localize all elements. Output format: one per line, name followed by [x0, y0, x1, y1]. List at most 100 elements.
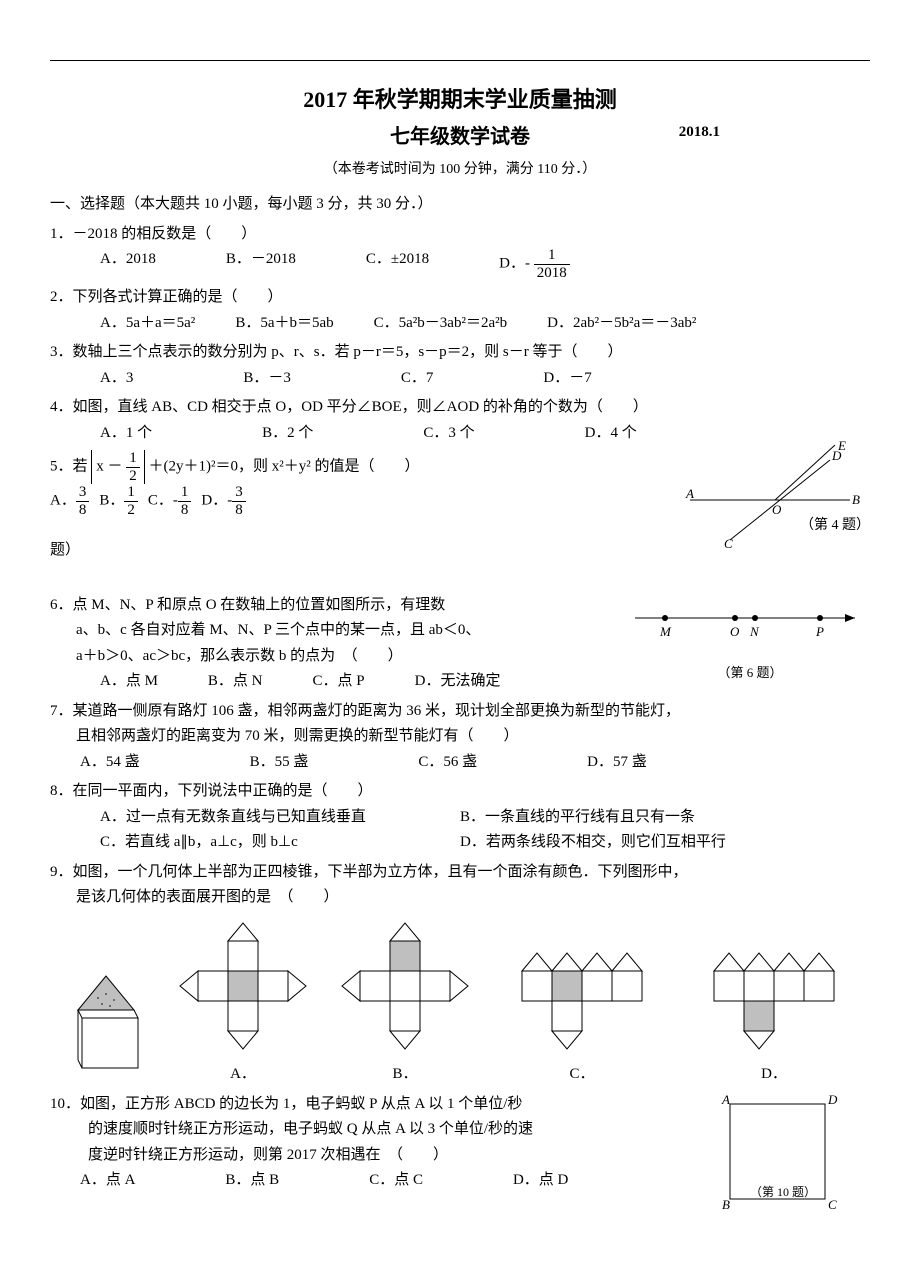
q4-stem: 4．如图，直线 AB、CD 相交于点 O，OD 平分∠BOE，则∠AOD 的补角…	[50, 395, 870, 421]
q8-opt-c: C．若直线 a∥b，a⊥c，则 b⊥c	[100, 830, 410, 856]
q9-net-c: C．	[502, 931, 662, 1088]
q3-opt-b: B．－3	[243, 366, 291, 392]
q5-opt-a: A．38	[50, 484, 89, 518]
q6-opt-a: A．点 M	[100, 669, 158, 695]
question-7: 7．某道路一侧原有路灯 106 盏，相邻两盏灯的距离为 36 米，现计划全部更换…	[50, 699, 870, 776]
q3-options: A．3 B．－3 C．7 D．－7	[50, 366, 870, 392]
question-8: 8．在同一平面内，下列说法中正确的是（ ） A．过一点有无数条直线与已知直线垂直…	[50, 779, 870, 856]
q4-opt-d: D．4 个	[585, 421, 637, 447]
q7-l1: 7．某道路一侧原有路灯 106 盏，相邻两盏灯的距离为 36 米，现计划全部更换…	[50, 699, 870, 725]
q6-lbl-P: P	[815, 624, 824, 639]
q4-lbl-O: O	[772, 502, 782, 517]
q5-frac1: 1 2	[126, 450, 140, 484]
q5C-n: 1	[178, 484, 192, 502]
q9-figures-row: A． B． C．	[50, 921, 870, 1088]
q1-stem: 1．－2018 的相反数是（ ）	[50, 222, 870, 248]
q9-label-c: C．	[502, 1062, 662, 1088]
q6-lbl-M: M	[659, 624, 672, 639]
q10-caption: （第 10 题）	[750, 1185, 816, 1199]
q4-lbl-A: A	[685, 486, 694, 501]
figure-q6: M O N P （第 6 题）	[630, 598, 870, 685]
q1-d-fraction: 1 2018	[534, 247, 570, 281]
q8-stem: 8．在同一平面内，下列说法中正确的是（ ）	[50, 779, 870, 805]
top-rule	[50, 60, 870, 61]
q6-opt-b: B．点 N	[208, 669, 263, 695]
q5-f1-n: 1	[126, 450, 140, 468]
q10-lbl-C: C	[828, 1197, 837, 1212]
q10-opt-b: B．点 B	[225, 1168, 279, 1194]
question-5: 5．若 x － 1 2 ＋(2y＋1)²＝0，则 x²＋y² 的值是（ ） A．…	[50, 450, 870, 530]
q5D-n: 3	[232, 484, 246, 502]
q4-opt-c: C．3 个	[423, 421, 474, 447]
q10-lbl-D: D	[827, 1092, 838, 1107]
question-3: 3．数轴上三个点表示的数分别为 p、r、s．若 p－r＝5，s－p＝2，则 s－…	[50, 340, 870, 391]
q5-opt-d: D．-38	[201, 484, 245, 518]
q8-opt-a: A．过一点有无数条直线与已知直线垂直	[100, 805, 410, 831]
q3-opt-c: C．7	[401, 366, 434, 392]
q7-l2: 且相邻两盏灯的距离变为 70 米，则需更换的新型节能灯有（ ）	[50, 724, 870, 750]
q9-net-d: D．	[694, 931, 854, 1088]
q5-mid: ＋(2y＋1)²＝0，则 x²＋y² 的值是（ ）	[149, 459, 420, 475]
q6-lbl-N: N	[749, 624, 760, 639]
q5C-d: 8	[178, 502, 192, 519]
q5A-d: 8	[76, 502, 90, 519]
q4-svg: A B C D E O	[680, 440, 870, 550]
q7-opt-a: A．54 盏	[80, 750, 140, 776]
q5A-n: 3	[76, 484, 90, 502]
q6-opt-c: C．点 P	[313, 669, 365, 695]
q1-d-den: 2018	[534, 265, 570, 282]
q9-label-d: D．	[694, 1062, 854, 1088]
q5-f1-d: 2	[126, 468, 140, 485]
exam-date: 2018.1	[679, 120, 720, 146]
q7-opt-b: B．55 盏	[250, 750, 309, 776]
q1-d-num: 1	[534, 247, 570, 265]
q2-options: A．5a＋a＝5a² B．5a＋b＝5ab C．5a²b－3ab²＝2a²b D…	[50, 311, 870, 337]
q8-opt-b: B．一条直线的平行线有且只有一条	[460, 805, 695, 831]
q8-options: A．过一点有无数条直线与已知直线垂直 B．一条直线的平行线有且只有一条 C．若直…	[50, 805, 870, 856]
q6-svg: M O N P	[630, 598, 870, 653]
q5D-d: 8	[232, 502, 246, 519]
q2-stem: 2．下列各式计算正确的是（ ）	[50, 285, 870, 311]
q3-stem: 3．数轴上三个点表示的数分别为 p、r、s．若 p－r＝5，s－p＝2，则 s－…	[50, 340, 870, 366]
question-6: 6．点 M、N、P 和原点 O 在数轴上的位置如图所示，有理数 a、b、c 各自…	[50, 593, 870, 695]
q7-options: A．54 盏 B．55 盏 C．56 盏 D．57 盏	[50, 750, 870, 776]
q5-abs: x － 1 2	[91, 450, 145, 484]
section-1-heading: 一、选择题（本大题共 10 小题，每小题 3 分，共 30 分．）	[50, 192, 870, 218]
q1-opt-d: D．- 1 2018	[499, 247, 570, 281]
q5-opt-b: B．12	[99, 484, 138, 518]
question-10: 10．如图，正方形 ABCD 的边长为 1，电子蚂蚁 P 从点 A 以 1 个单…	[50, 1092, 870, 1202]
q1-d-prefix: D．	[499, 256, 525, 272]
question-1: 1．－2018 的相反数是（ ） A．2018 B．－2018 C．±2018 …	[50, 222, 870, 282]
q10-svg: A D B C （第 10 题）	[710, 1092, 850, 1212]
q9-label-b: B．	[340, 1062, 470, 1088]
q10-lbl-A: A	[721, 1092, 730, 1107]
q9-solid	[66, 968, 146, 1088]
q1-opt-c: C．±2018	[366, 247, 429, 281]
question-9: 9．如图，一个几何体上半部为正四棱锥，下半部为立方体，且有一个面涂有颜色．下列图…	[50, 860, 870, 911]
q8-opt-d: D．若两条线段不相交，则它们互相平行	[460, 830, 726, 856]
q4-lbl-E: E	[837, 440, 846, 453]
q6-lbl-O: O	[730, 624, 740, 639]
q3-opt-a: A．3	[100, 366, 133, 392]
q5B-d: 2	[124, 502, 138, 519]
q6-opt-d: D．无法确定	[415, 669, 501, 695]
q1-opt-b: B．－2018	[226, 247, 296, 281]
q10-opt-a: A．点 A	[80, 1168, 135, 1194]
q7-opt-d: D．57 盏	[587, 750, 647, 776]
q1-options: A．2018 B．－2018 C．±2018 D．- 1 2018	[50, 247, 870, 281]
title-line-2: 七年级数学试卷 2018.1	[50, 120, 870, 154]
q7-opt-c: C．56 盏	[418, 750, 477, 776]
q10-opt-d: D．点 D	[513, 1168, 568, 1194]
exam-subtitle: （本卷考试时间为 100 分钟，满分 110 分．）	[50, 158, 870, 182]
q4-opt-a: A．1 个	[100, 421, 152, 447]
q4-opt-b: B．2 个	[262, 421, 313, 447]
question-2: 2．下列各式计算正确的是（ ） A．5a＋a＝5a² B．5a＋b＝5ab C．…	[50, 285, 870, 336]
q3-opt-d: D．－7	[543, 366, 591, 392]
q2-opt-c: C．5a²b－3ab²＝2a²b	[374, 311, 507, 337]
q5-opt-c: C．-18	[148, 484, 192, 518]
q9-net-b: B．	[340, 921, 470, 1088]
q10-opt-c: C．点 C	[369, 1168, 423, 1194]
title-2-text: 七年级数学试卷	[390, 126, 530, 148]
q2-opt-d: D．2ab²－5b²a＝－3ab²	[547, 311, 696, 337]
q1-opt-a: A．2018	[100, 247, 156, 281]
